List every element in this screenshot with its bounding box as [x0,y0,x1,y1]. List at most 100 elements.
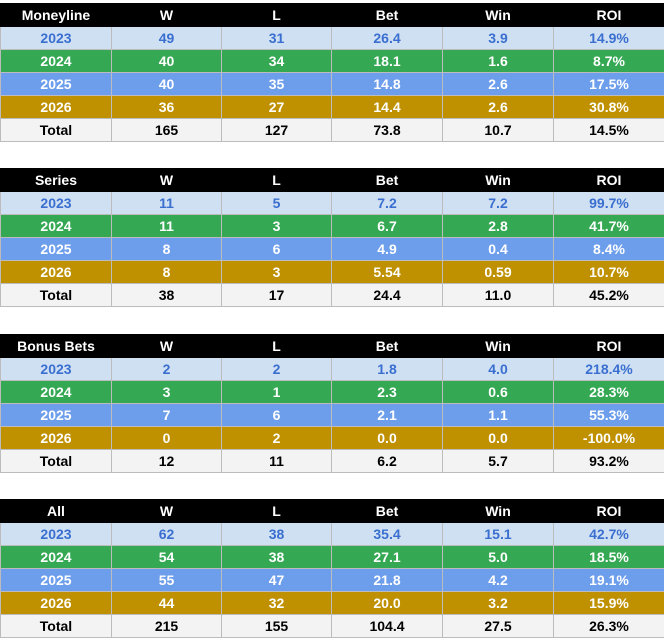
roi-cell[interactable]: 14.5% [553,118,664,142]
win-cell[interactable]: 0.0 [442,426,554,450]
row-label-cell[interactable]: 2026 [0,426,112,450]
row-label-cell[interactable]: 2026 [0,591,112,615]
row-label-cell[interactable]: Total [0,118,112,142]
column-header-w[interactable]: W [111,334,222,358]
win-cell[interactable]: 1.1 [442,403,554,427]
column-header-bet[interactable]: Bet [331,168,443,192]
row-label-cell[interactable]: 2025 [0,568,112,592]
bet-cell[interactable]: 104.4 [331,614,443,638]
l-cell[interactable]: 38 [221,522,332,546]
row-label-cell[interactable]: 2023 [0,191,112,215]
w-cell[interactable]: 40 [111,72,222,96]
row-label-cell[interactable]: 2024 [0,545,112,569]
column-header-roi[interactable]: ROI [553,168,664,192]
bet-cell[interactable]: 27.1 [331,545,443,569]
roi-cell[interactable]: 19.1% [553,568,664,592]
column-header-l[interactable]: L [221,3,332,27]
l-cell[interactable]: 35 [221,72,332,96]
bet-cell[interactable]: 20.0 [331,591,443,615]
bet-cell[interactable]: 2.1 [331,403,443,427]
roi-cell[interactable]: 93.2% [553,449,664,473]
row-label-cell[interactable]: 2023 [0,522,112,546]
w-cell[interactable]: 8 [111,260,222,284]
bet-cell[interactable]: 6.7 [331,214,443,238]
w-cell[interactable]: 40 [111,49,222,73]
w-cell[interactable]: 54 [111,545,222,569]
win-cell[interactable]: 0.4 [442,237,554,261]
row-label-cell[interactable]: 2026 [0,95,112,119]
bet-cell[interactable]: 73.8 [331,118,443,142]
column-header-w[interactable]: W [111,499,222,523]
roi-cell[interactable]: 28.3% [553,380,664,404]
row-label-cell[interactable]: 2026 [0,260,112,284]
win-cell[interactable]: 2.8 [442,214,554,238]
bet-cell[interactable]: 14.8 [331,72,443,96]
column-header-win[interactable]: Win [442,168,554,192]
win-cell[interactable]: 0.6 [442,380,554,404]
win-cell[interactable]: 11.0 [442,283,554,307]
column-header-roi[interactable]: ROI [553,499,664,523]
bet-cell[interactable]: 2.3 [331,380,443,404]
column-header-win[interactable]: Win [442,499,554,523]
roi-cell[interactable]: -100.0% [553,426,664,450]
row-label-cell[interactable]: Total [0,449,112,473]
column-header-w[interactable]: W [111,3,222,27]
win-cell[interactable]: 2.6 [442,95,554,119]
w-cell[interactable]: 0 [111,426,222,450]
win-cell[interactable]: 3.2 [442,591,554,615]
win-cell[interactable]: 3.9 [442,26,554,50]
w-cell[interactable]: 36 [111,95,222,119]
l-cell[interactable]: 1 [221,380,332,404]
roi-cell[interactable]: 8.7% [553,49,664,73]
l-cell[interactable]: 34 [221,49,332,73]
table-title-cell[interactable]: Moneyline [0,3,112,27]
win-cell[interactable]: 5.0 [442,545,554,569]
l-cell[interactable]: 17 [221,283,332,307]
column-header-l[interactable]: L [221,499,332,523]
column-header-win[interactable]: Win [442,334,554,358]
l-cell[interactable]: 6 [221,237,332,261]
l-cell[interactable]: 127 [221,118,332,142]
win-cell[interactable]: 27.5 [442,614,554,638]
roi-cell[interactable]: 42.7% [553,522,664,546]
roi-cell[interactable]: 41.7% [553,214,664,238]
w-cell[interactable]: 12 [111,449,222,473]
roi-cell[interactable]: 55.3% [553,403,664,427]
win-cell[interactable]: 4.0 [442,357,554,381]
column-header-w[interactable]: W [111,168,222,192]
column-header-l[interactable]: L [221,168,332,192]
roi-cell[interactable]: 18.5% [553,545,664,569]
win-cell[interactable]: 10.7 [442,118,554,142]
w-cell[interactable]: 55 [111,568,222,592]
roi-cell[interactable]: 17.5% [553,72,664,96]
column-header-bet[interactable]: Bet [331,499,443,523]
bet-cell[interactable]: 4.9 [331,237,443,261]
roi-cell[interactable]: 99.7% [553,191,664,215]
win-cell[interactable]: 1.6 [442,49,554,73]
roi-cell[interactable]: 15.9% [553,591,664,615]
l-cell[interactable]: 6 [221,403,332,427]
l-cell[interactable]: 5 [221,191,332,215]
win-cell[interactable]: 2.6 [442,72,554,96]
win-cell[interactable]: 15.1 [442,522,554,546]
l-cell[interactable]: 155 [221,614,332,638]
row-label-cell[interactable]: 2025 [0,237,112,261]
row-label-cell[interactable]: 2024 [0,49,112,73]
table-title-cell[interactable]: All [0,499,112,523]
l-cell[interactable]: 3 [221,260,332,284]
w-cell[interactable]: 2 [111,357,222,381]
win-cell[interactable]: 4.2 [442,568,554,592]
bet-cell[interactable]: 6.2 [331,449,443,473]
l-cell[interactable]: 47 [221,568,332,592]
w-cell[interactable]: 8 [111,237,222,261]
column-header-l[interactable]: L [221,334,332,358]
l-cell[interactable]: 31 [221,26,332,50]
l-cell[interactable]: 2 [221,426,332,450]
roi-cell[interactable]: 30.8% [553,95,664,119]
bet-cell[interactable]: 0.0 [331,426,443,450]
row-label-cell[interactable]: 2023 [0,26,112,50]
w-cell[interactable]: 38 [111,283,222,307]
table-title-cell[interactable]: Series [0,168,112,192]
w-cell[interactable]: 11 [111,214,222,238]
w-cell[interactable]: 215 [111,614,222,638]
